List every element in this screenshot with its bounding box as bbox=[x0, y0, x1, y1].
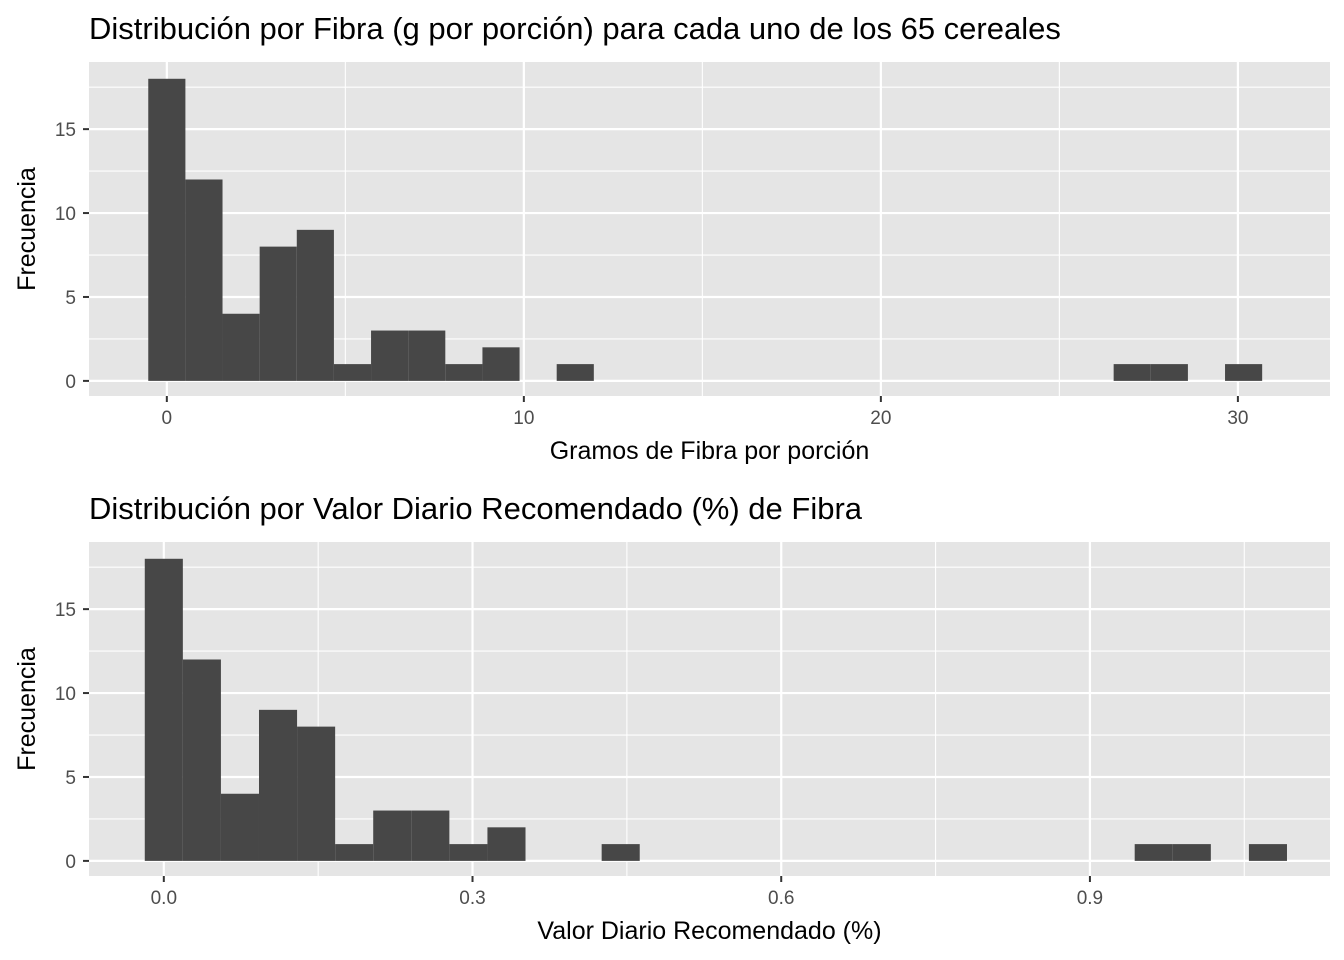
histogram-bar bbox=[1225, 364, 1263, 381]
chart-title: Distribución por Valor Diario Recomendad… bbox=[89, 491, 863, 526]
histogram-bar bbox=[487, 827, 526, 861]
x-tick-label: 20 bbox=[870, 408, 891, 429]
x-axis-title: Gramos de Fibra por porción bbox=[550, 437, 870, 465]
histogram-bar bbox=[144, 558, 183, 861]
histogram-bar bbox=[371, 330, 409, 381]
y-tick-label: 15 bbox=[55, 120, 76, 141]
histogram-fibra-gramos: 0 10 20 30 0 5 10 15 Distribución por Fibra (g p… bbox=[13, 11, 1330, 465]
histogram-bar bbox=[297, 726, 336, 861]
histogram-bar bbox=[556, 364, 594, 381]
histogram-bar bbox=[185, 179, 223, 381]
histogram-bar bbox=[449, 844, 488, 861]
histogram-bar bbox=[482, 347, 520, 381]
histogram-valor-diario: 0.0 0.3 0.6 0.9 0 5 10 15 Distribución por Valor… bbox=[13, 491, 1330, 945]
y-tick-label: 5 bbox=[65, 288, 76, 309]
histogram-bar bbox=[1172, 844, 1211, 861]
x-tick-label: 0.6 bbox=[768, 888, 794, 909]
histogram-bar bbox=[1150, 364, 1188, 381]
x-tick-label: 0 bbox=[162, 408, 173, 429]
histogram-bar bbox=[1113, 364, 1151, 381]
histogram-bar bbox=[445, 364, 483, 381]
histogram-bar bbox=[182, 659, 221, 861]
y-tick-label: 0 bbox=[65, 372, 76, 393]
x-tick-label: 0.0 bbox=[151, 888, 177, 909]
y-tick-label: 10 bbox=[55, 684, 76, 705]
histogram-bar bbox=[148, 78, 186, 381]
histogram-bar bbox=[1134, 844, 1173, 861]
histogram-bar bbox=[333, 364, 372, 381]
x-tick-label: 10 bbox=[513, 408, 534, 429]
y-tick-label: 0 bbox=[65, 852, 76, 873]
histogram-bar bbox=[220, 793, 259, 861]
histogram-bar bbox=[373, 810, 412, 861]
histogram-bar bbox=[601, 844, 640, 861]
x-tick-label: 30 bbox=[1227, 408, 1248, 429]
histogram-bar bbox=[408, 330, 446, 381]
histogram-bar bbox=[296, 229, 334, 381]
y-axis-title: Frecuencia bbox=[13, 647, 41, 771]
y-tick-label: 5 bbox=[65, 768, 76, 789]
histogram-bar bbox=[411, 810, 450, 861]
histogram-bar bbox=[259, 246, 297, 381]
y-tick-label: 15 bbox=[55, 600, 76, 621]
y-axis-title: Frecuencia bbox=[13, 167, 41, 291]
histogram-bar bbox=[335, 844, 374, 861]
x-axis-title: Valor Diario Recomendado (%) bbox=[537, 917, 881, 945]
histogram-bar bbox=[222, 313, 260, 381]
y-tick-label: 10 bbox=[55, 204, 76, 225]
histogram-bar bbox=[1248, 844, 1287, 861]
x-tick-label: 0.9 bbox=[1077, 888, 1103, 909]
chart-title: Distribución por Fibra (g por porción) p… bbox=[89, 11, 1061, 46]
histogram-bar bbox=[258, 709, 298, 861]
x-tick-label: 0.3 bbox=[459, 888, 485, 909]
